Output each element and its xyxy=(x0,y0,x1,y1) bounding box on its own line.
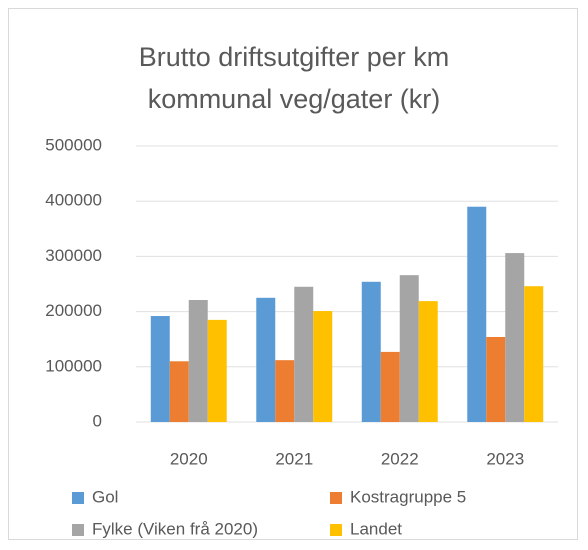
bar xyxy=(505,253,525,422)
bar xyxy=(150,316,170,422)
legend-label: Fylke (Viken frå 2020) xyxy=(92,519,258,538)
bar xyxy=(361,281,381,422)
y-tick-label: 300000 xyxy=(45,246,102,265)
legend-label: Kostragruppe 5 xyxy=(350,487,466,506)
bar xyxy=(207,319,227,422)
legend-label: Landet xyxy=(350,519,402,538)
bar xyxy=(188,300,208,422)
y-tick-label: 0 xyxy=(93,411,102,430)
y-tick-label: 200000 xyxy=(45,301,102,320)
x-tick-label: 2022 xyxy=(381,449,419,468)
bar xyxy=(313,311,333,422)
x-tick-label: 2021 xyxy=(275,449,313,468)
bar xyxy=(486,336,506,422)
legend-swatch xyxy=(330,524,342,536)
bar xyxy=(524,286,544,422)
x-tick-label: 2023 xyxy=(486,449,524,468)
x-tick-label: 2020 xyxy=(170,449,208,468)
legend-swatch xyxy=(72,524,84,536)
legend-swatch xyxy=(330,492,342,504)
y-tick-label: 500000 xyxy=(45,135,102,154)
legend-label: Gol xyxy=(92,487,118,506)
bar xyxy=(399,275,419,422)
bar xyxy=(294,286,314,422)
chart-title: Brutto driftsutgifter per km kommunal ve… xyxy=(138,42,450,114)
legend-swatch xyxy=(72,492,84,504)
bar xyxy=(380,351,400,422)
bar xyxy=(256,297,276,422)
y-tick-label: 100000 xyxy=(45,356,102,375)
bar xyxy=(467,206,487,422)
y-tick-label: 400000 xyxy=(45,191,102,210)
bar xyxy=(169,361,189,422)
bar xyxy=(275,360,295,422)
bar xyxy=(418,301,438,422)
chart-frame xyxy=(8,8,578,540)
